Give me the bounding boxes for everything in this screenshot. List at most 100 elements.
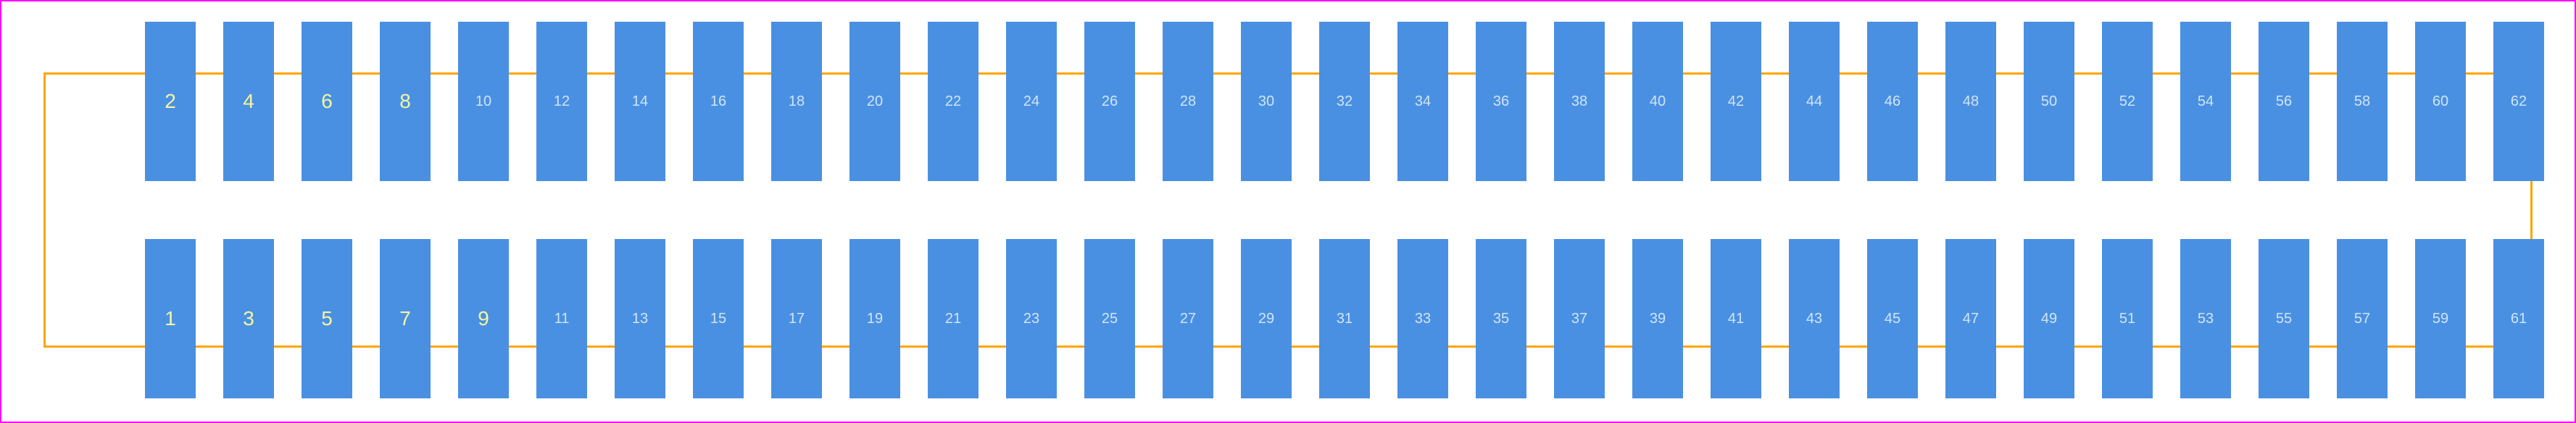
pin-29: 29 xyxy=(1241,239,1292,398)
pin-label: 15 xyxy=(710,311,726,327)
pin-label: 8 xyxy=(399,90,411,113)
pin-label: 40 xyxy=(1650,93,1666,110)
pin-label: 4 xyxy=(243,90,254,113)
pin-14: 14 xyxy=(615,22,665,181)
pin-label: 11 xyxy=(554,311,570,327)
pin-43: 43 xyxy=(1789,239,1840,398)
pin-27: 27 xyxy=(1163,239,1213,398)
pin-40: 40 xyxy=(1632,22,1683,181)
pin-51: 51 xyxy=(2102,239,2153,398)
pin-label: 10 xyxy=(475,93,491,110)
pin-label: 41 xyxy=(1728,311,1744,327)
pin-21: 21 xyxy=(928,239,979,398)
pin-label: 18 xyxy=(789,93,805,110)
pin-45: 45 xyxy=(1867,239,1918,398)
pin-2: 2 xyxy=(145,22,196,181)
pin-label: 34 xyxy=(1415,93,1431,110)
pin-label: 42 xyxy=(1728,93,1744,110)
pin-48: 48 xyxy=(1945,22,1996,181)
pin-label: 26 xyxy=(1102,93,1118,110)
pin-label: 47 xyxy=(1963,311,1979,327)
pin-label: 20 xyxy=(867,93,883,110)
pin-52: 52 xyxy=(2102,22,2153,181)
pin-49: 49 xyxy=(2024,239,2074,398)
pin-label: 37 xyxy=(1571,311,1587,327)
pin-13: 13 xyxy=(615,239,665,398)
pin-12: 12 xyxy=(536,22,587,181)
pin-label: 49 xyxy=(2041,311,2057,327)
pin-18: 18 xyxy=(771,22,822,181)
pin-label: 1 xyxy=(165,307,176,330)
pin-28: 28 xyxy=(1163,22,1213,181)
pin-3: 3 xyxy=(223,239,274,398)
pin-label: 62 xyxy=(2511,93,2527,110)
pin-label: 22 xyxy=(945,93,961,110)
pin-label: 25 xyxy=(1102,311,1118,327)
pin-50: 50 xyxy=(2024,22,2074,181)
pin-label: 53 xyxy=(2198,311,2214,327)
pin-label: 39 xyxy=(1650,311,1666,327)
pin-label: 9 xyxy=(478,307,489,330)
pin-42: 42 xyxy=(1711,22,1761,181)
pin-label: 60 xyxy=(2432,93,2448,110)
pin-44: 44 xyxy=(1789,22,1840,181)
pin-label: 55 xyxy=(2276,311,2292,327)
pin-35: 35 xyxy=(1476,239,1526,398)
pin-label: 7 xyxy=(399,307,411,330)
pin-11: 11 xyxy=(536,239,587,398)
pin-label: 43 xyxy=(1806,311,1822,327)
pin-17: 17 xyxy=(771,239,822,398)
pin-label: 13 xyxy=(632,311,648,327)
pin-label: 30 xyxy=(1258,93,1274,110)
pin-24: 24 xyxy=(1006,22,1057,181)
pin-5: 5 xyxy=(302,239,352,398)
pin-label: 31 xyxy=(1337,311,1353,327)
pin-label: 57 xyxy=(2354,311,2370,327)
pin-label: 33 xyxy=(1415,311,1431,327)
pin-33: 33 xyxy=(1397,239,1448,398)
pin-61: 61 xyxy=(2493,239,2544,398)
pin-9: 9 xyxy=(458,239,509,398)
pin-47: 47 xyxy=(1945,239,1996,398)
pin-25: 25 xyxy=(1084,239,1135,398)
pin-34: 34 xyxy=(1397,22,1448,181)
pin-label: 14 xyxy=(632,93,648,110)
pin-label: 19 xyxy=(867,311,883,327)
pin-53: 53 xyxy=(2180,239,2231,398)
pin-37: 37 xyxy=(1554,239,1605,398)
pin-label: 28 xyxy=(1180,93,1196,110)
pin-label: 29 xyxy=(1258,311,1274,327)
pin-39: 39 xyxy=(1632,239,1683,398)
pin-label: 24 xyxy=(1023,93,1039,110)
pin-label: 6 xyxy=(321,90,333,113)
pin-54: 54 xyxy=(2180,22,2231,181)
pin-55: 55 xyxy=(2259,239,2309,398)
pin-7: 7 xyxy=(380,239,431,398)
pin-label: 61 xyxy=(2511,311,2527,327)
pin-57: 57 xyxy=(2337,239,2388,398)
pin-62: 62 xyxy=(2493,22,2544,181)
pin-label: 16 xyxy=(710,93,726,110)
pin-label: 50 xyxy=(2041,93,2057,110)
pin-label: 56 xyxy=(2276,93,2292,110)
pin-60: 60 xyxy=(2415,22,2466,181)
pin-label: 59 xyxy=(2432,311,2448,327)
pin-16: 16 xyxy=(693,22,744,181)
pin-label: 21 xyxy=(945,311,961,327)
pin-label: 17 xyxy=(789,311,805,327)
pin-32: 32 xyxy=(1319,22,1370,181)
pin-38: 38 xyxy=(1554,22,1605,181)
pin-label: 5 xyxy=(321,307,333,330)
pin-1: 1 xyxy=(145,239,196,398)
pin-15: 15 xyxy=(693,239,744,398)
pin-31: 31 xyxy=(1319,239,1370,398)
pin-22: 22 xyxy=(928,22,979,181)
pin-label: 48 xyxy=(1963,93,1979,110)
pin-46: 46 xyxy=(1867,22,1918,181)
pin-8: 8 xyxy=(380,22,431,181)
pin-label: 27 xyxy=(1180,311,1196,327)
pin-label: 54 xyxy=(2198,93,2214,110)
pin-10: 10 xyxy=(458,22,509,181)
pin-label: 3 xyxy=(243,307,254,330)
pin-36: 36 xyxy=(1476,22,1526,181)
